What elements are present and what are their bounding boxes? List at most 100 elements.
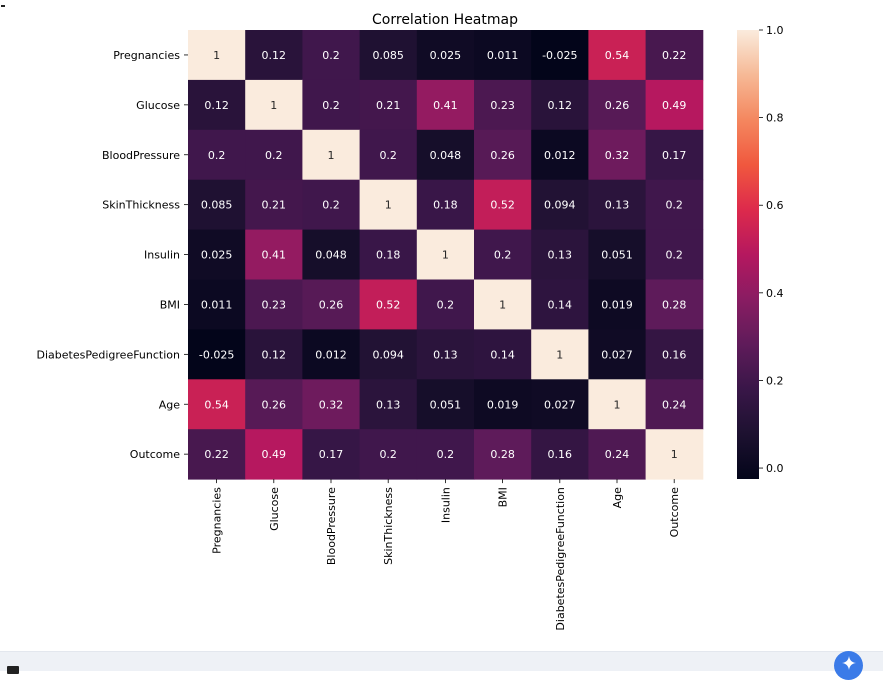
heatmap-cell: [188, 429, 246, 480]
heatmap-cell: [188, 379, 246, 430]
terminal-icon[interactable]: [7, 666, 19, 674]
y-tick-label: Pregnancies: [113, 49, 180, 62]
heatmap-cell: [302, 329, 361, 380]
cell-value-label: 0.17: [662, 149, 687, 162]
assistant-button[interactable]: [834, 651, 863, 680]
y-tick-label: DiabetesPedigreeFunction: [37, 348, 180, 361]
heatmap-cell: [416, 279, 475, 330]
heatmap-cell: [588, 229, 647, 280]
heatmap-cell: [416, 429, 475, 480]
cell-value-label: 0.085: [372, 49, 404, 62]
heatmap-cell: [245, 229, 303, 280]
heatmap-cell: [302, 429, 361, 480]
cell-value-label: 0.025: [430, 49, 462, 62]
cell-value-label: -0.025: [542, 49, 577, 62]
heatmap-cell: [359, 179, 418, 231]
heatmap-cell: [416, 179, 475, 231]
heatmap-cell: [588, 30, 647, 81]
cell-value-label: 0.54: [204, 398, 229, 411]
cell-value-label: 1: [270, 99, 277, 112]
cell-value-label: 0.16: [662, 348, 687, 361]
cell-value-label: 0.18: [433, 199, 458, 212]
heatmap-cell: [531, 30, 589, 81]
y-tick-label: Insulin: [144, 249, 180, 262]
cell-value-label: 0.49: [662, 99, 687, 112]
cell-value-label: 0.13: [605, 199, 630, 212]
x-tick-label: BloodPressure: [325, 487, 338, 565]
cell-value-label: 1: [499, 298, 506, 311]
cell-value-label: 0.085: [201, 199, 233, 212]
heatmap-cell: [474, 30, 532, 81]
heatmap-cell: [474, 429, 532, 480]
cell-value-label: 0.051: [430, 398, 462, 411]
colorbar: 0.0 0.2 0.4 0.6 0.8 1.0: [737, 24, 784, 479]
heatmap-cell: [531, 79, 589, 131]
cell-value-label: 0.2: [494, 249, 512, 262]
heatmap-cell: [359, 129, 418, 181]
cell-value-label: 0.28: [490, 448, 515, 461]
heatmap-cell: [474, 179, 532, 231]
cell-value-label: 1: [556, 348, 563, 361]
cell-value-label: 0.17: [319, 448, 344, 461]
heatmap-cell: [245, 179, 303, 231]
heatmap-cell: [359, 229, 418, 280]
cell-value-label: 0.24: [662, 398, 687, 411]
heatmap-cell: [245, 329, 303, 380]
x-tick-label: SkinThickness: [382, 487, 395, 565]
cell-value-label: 0.12: [548, 99, 573, 112]
cell-value-label: 0.12: [262, 49, 287, 62]
cell-value-label: 0.41: [262, 249, 287, 262]
y-axis-labels: Pregnancies Glucose BloodPressure SkinThick…: [37, 49, 188, 461]
cell-value-label: 0.012: [315, 348, 347, 361]
heatmap-cell: [302, 79, 361, 131]
heatmap-cell: [302, 229, 361, 280]
cell-value-label: 0.21: [376, 99, 401, 112]
heatmap-cell: [188, 229, 246, 280]
y-tick-label: BloodPressure: [102, 149, 180, 162]
cell-value-label: 0.32: [319, 398, 344, 411]
heatmap-cell: [474, 329, 532, 380]
heatmap-cell: [588, 179, 647, 231]
cell-value-label: 0.13: [376, 398, 401, 411]
cell-value-label: 0.32: [605, 149, 630, 162]
cell-value-label: 1: [385, 199, 392, 212]
cell-value-label: 1: [442, 249, 449, 262]
heatmap-cell: [302, 129, 361, 181]
cell-value-label: 0.012: [544, 149, 576, 162]
heatmap-cell: [416, 229, 475, 280]
cell-value-label: 0.2: [208, 149, 226, 162]
heatmap-cell: [245, 30, 303, 81]
heatmap-cell: [302, 279, 361, 330]
cell-value-label: 0.011: [487, 49, 519, 62]
heatmap-cell: [474, 79, 532, 131]
bottom-panel-bar[interactable]: [0, 651, 883, 674]
heatmap-cell: [302, 379, 361, 430]
cell-value-label: 0.23: [490, 99, 515, 112]
heatmap-cell: [359, 429, 418, 480]
heatmap-cell: [474, 129, 532, 181]
cell-value-label: 0.18: [376, 249, 401, 262]
cell-value-label: 0.12: [262, 348, 287, 361]
x-tick-label: BMI: [497, 487, 510, 507]
heatmap-cell: [359, 30, 418, 81]
heatmap-cell: [359, 329, 418, 380]
heatmap-cell: [245, 129, 303, 181]
heatmap-cell: [359, 79, 418, 131]
cell-value-label: 0.26: [319, 298, 344, 311]
y-tick-label: Outcome: [130, 448, 180, 461]
x-tick-label: DiabetesPedigreeFunction: [554, 487, 567, 630]
heatmap-cell: [188, 179, 246, 231]
cell-value-label: 0.26: [490, 149, 515, 162]
heatmap-cell: [531, 329, 589, 380]
cell-value-label: 0.2: [322, 199, 340, 212]
heatmap-cell: [531, 179, 589, 231]
cell-value-label: 0.26: [605, 99, 630, 112]
cell-value-label: 0.019: [487, 398, 519, 411]
heatmap-cell: [359, 379, 418, 430]
cell-value-label: 0.52: [376, 298, 401, 311]
heatmap-cell: [416, 379, 475, 430]
heatmap-cell: [245, 79, 303, 131]
cell-value-label: 0.14: [548, 298, 573, 311]
heatmap-cell: [588, 329, 647, 380]
cell-value-label: 0.49: [262, 448, 287, 461]
